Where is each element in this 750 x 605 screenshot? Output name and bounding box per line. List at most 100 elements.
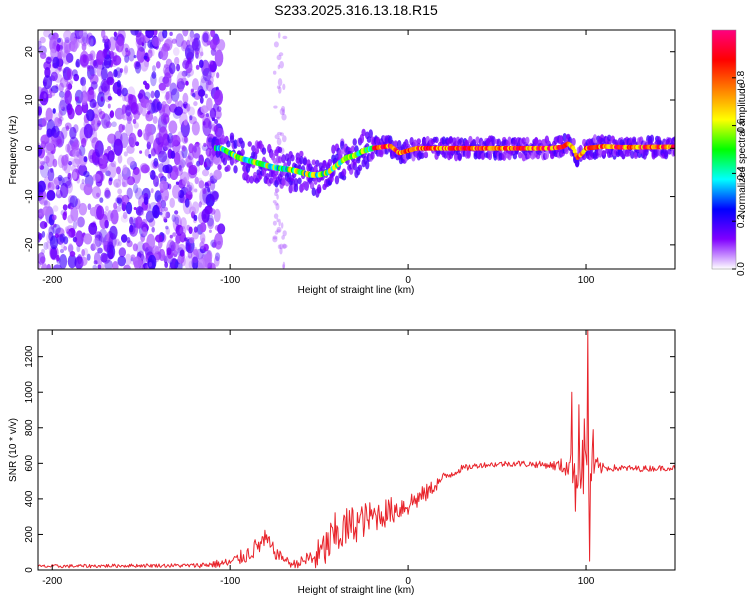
spectrogram-noise-blob bbox=[104, 189, 111, 199]
spectrogram-noise-blob bbox=[61, 126, 68, 140]
spectrogram-noise-blob bbox=[74, 30, 84, 40]
spectrogram-noise-blob bbox=[214, 252, 221, 262]
spectrogram-noise-blob bbox=[38, 252, 46, 265]
colorbar-tick-label: 0.8 bbox=[736, 70, 747, 84]
spectrogram-streak-blob bbox=[274, 202, 279, 206]
spectrogram-noise-blob bbox=[199, 96, 204, 104]
spectrogram-noise-blob bbox=[169, 262, 177, 269]
spectrogram-streak-blob bbox=[275, 203, 280, 211]
spectrogram-noise-blob bbox=[152, 30, 158, 36]
spectrogram-halo-blob bbox=[245, 174, 251, 184]
spectrogram-noise-blob bbox=[81, 137, 87, 148]
spectrogram-noise-blob bbox=[192, 37, 201, 52]
spectrogram-noise-blob bbox=[214, 49, 224, 67]
spectrogram-noise-blob bbox=[168, 62, 176, 75]
spectrogram-noise-blob bbox=[64, 180, 72, 189]
spectrogram-noise-blob bbox=[173, 152, 181, 166]
spectrogram-noise-blob bbox=[137, 44, 142, 52]
spectrogram-noise-blob bbox=[199, 188, 208, 206]
spectrogram-noise-blob bbox=[41, 231, 46, 238]
spectrogram-noise-blob bbox=[176, 80, 186, 90]
spectrogram-noise-blob bbox=[56, 43, 61, 52]
spectrogram-noise-blob bbox=[206, 214, 214, 227]
spectrogram-noise-blob bbox=[193, 246, 198, 254]
spectrogram-noise-blob bbox=[69, 126, 77, 140]
spectrogram-noise-blob bbox=[207, 137, 213, 143]
spectrogram-noise-blob bbox=[112, 260, 119, 269]
spectrogram-noise-blob bbox=[151, 71, 157, 79]
spectrogram-noise-blob bbox=[113, 31, 118, 37]
spectrogram-halo-blob bbox=[251, 145, 256, 152]
spectrogram-noise-blob bbox=[146, 102, 152, 111]
spectrogram-halo-blob bbox=[220, 134, 226, 144]
spectrogram-noise-blob bbox=[50, 90, 56, 97]
spectrogram-noise-blob bbox=[92, 173, 101, 183]
spectrogram-noise-blob bbox=[54, 116, 60, 126]
snr-y-tick-label: 0 bbox=[24, 567, 35, 573]
spectrogram-noise-blob bbox=[124, 253, 132, 266]
spectrogram-noise-blob bbox=[98, 228, 108, 243]
spectrogram-noise-blob bbox=[89, 66, 97, 77]
spectrogram-noise-blob bbox=[152, 204, 160, 219]
spectrogram-noise-blob bbox=[39, 161, 50, 178]
spectrogram-noise-blob bbox=[184, 44, 195, 61]
spectrogram-noise-blob bbox=[83, 123, 93, 139]
spectrogram-noise-blob bbox=[68, 160, 73, 166]
spectrogram-noise-blob bbox=[185, 182, 195, 195]
spectrogram-noise-blob bbox=[57, 154, 65, 169]
spectrogram-noise-blob bbox=[191, 121, 200, 136]
spectrogram-noise-blob bbox=[88, 35, 96, 47]
snr-y-tick-label: 1000 bbox=[24, 381, 35, 404]
spectrogram-noise-blob bbox=[147, 49, 153, 59]
spectrogram-halo-blob bbox=[525, 136, 530, 145]
spectrogram-streak-blob bbox=[276, 226, 282, 233]
spectrogram-frame bbox=[37, 29, 676, 270]
spectrogram-noise-blob bbox=[172, 47, 180, 56]
spectrogram-noise-blob bbox=[159, 180, 168, 192]
spectrogram-noise-blob bbox=[128, 132, 137, 148]
spectrogram-noise-blob bbox=[177, 100, 184, 109]
spectrogram-noise-blob bbox=[113, 202, 118, 210]
spectrogram-noise-blob bbox=[163, 207, 168, 212]
spectrogram-noise-blob bbox=[186, 103, 191, 112]
spectrogram-noise-blob bbox=[105, 170, 111, 177]
spectrogram-noise-blob bbox=[126, 115, 132, 125]
spectrogram-noise-blob bbox=[126, 156, 135, 166]
spectrogram-noise-blob bbox=[187, 154, 191, 160]
spectrogram-halo-blob bbox=[226, 164, 231, 172]
spectrogram-streak-blob bbox=[276, 218, 279, 223]
spectrogram-noise-blob bbox=[74, 104, 83, 116]
spectrogram-noise-blob bbox=[204, 93, 208, 99]
spectrogram-noise-blob bbox=[47, 182, 52, 189]
spectrogram-noise-blob bbox=[116, 166, 121, 175]
spectrogram-noise-blob bbox=[96, 50, 105, 66]
spectrogram-noise-blob bbox=[178, 160, 184, 173]
spectrogram-streak-blob bbox=[274, 188, 280, 193]
spectrogram-noise-blob bbox=[172, 184, 181, 199]
spectrogram-halo-blob bbox=[475, 136, 480, 144]
spectrogram-noise-blob bbox=[86, 55, 94, 65]
spectrogram-y-label: Frequency (Hz) bbox=[8, 116, 19, 185]
spectrogram-noise-blob bbox=[45, 151, 55, 168]
spectrogram-noise-blob bbox=[56, 188, 60, 195]
spectrogram-noise-blob bbox=[67, 172, 71, 180]
spectrogram-noise-blob bbox=[92, 39, 97, 46]
spectrogram-noise-blob bbox=[51, 112, 60, 125]
spectrogram-streak-blob bbox=[278, 86, 282, 94]
spectrogram-noise-blob bbox=[81, 84, 87, 94]
spectrogram-noise-blob bbox=[169, 241, 176, 252]
spectrogram-noise-blob bbox=[123, 65, 129, 74]
spectrogram-streak-blob bbox=[277, 78, 283, 87]
spectrogram-noise-blob bbox=[57, 174, 63, 182]
spectrogram-noise-blob bbox=[58, 82, 64, 93]
spectrogram-noise-blob bbox=[71, 142, 80, 152]
spectrogram-noise-blob bbox=[188, 143, 194, 154]
spectrogram-noise-blob bbox=[139, 150, 143, 154]
spectrogram-streak-blob bbox=[273, 213, 279, 219]
spectrogram-streak-blob bbox=[276, 54, 282, 61]
spectrogram-noise-blob bbox=[117, 198, 123, 207]
spectrogram-halo-blob bbox=[512, 153, 518, 160]
spectrogram-noise-blob bbox=[89, 53, 94, 60]
spectrogram-noise-blob bbox=[113, 138, 123, 156]
spectrogram-noise-blob bbox=[198, 154, 204, 166]
